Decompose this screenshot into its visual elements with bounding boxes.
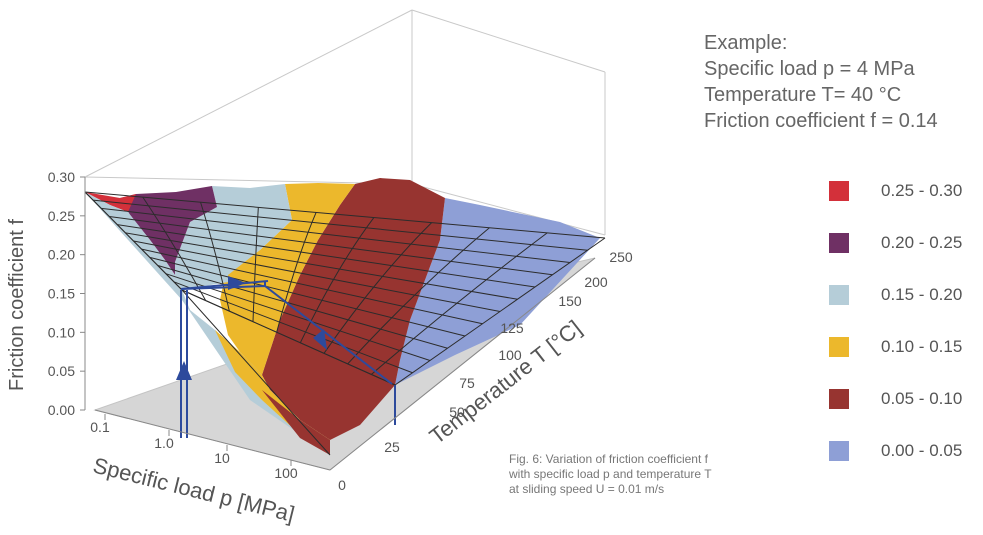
legend-label: 0.20 - 0.25 — [881, 233, 963, 252]
legend-swatch — [829, 285, 849, 305]
surface-near-outline — [181, 289, 396, 386]
example-temperature: Temperature T= 40 °C — [704, 84, 902, 106]
mesh-line — [173, 281, 413, 374]
mesh-line — [157, 265, 448, 349]
arrow-right — [228, 276, 246, 290]
mesh-line — [371, 232, 548, 375]
z-tick-label: 0.00 — [48, 402, 75, 418]
mesh-line — [133, 240, 501, 312]
y-tick-label: 50 — [449, 404, 465, 420]
mesh-line — [109, 216, 553, 276]
y-tick-label: 0 — [338, 477, 346, 493]
mesh-line — [276, 212, 317, 333]
z-axis-title: Friction coefficient f — [6, 219, 28, 391]
x-tick-label: 10 — [214, 450, 230, 466]
mesh-line — [101, 207, 571, 263]
y-tick-label: 200 — [584, 274, 608, 290]
surface-front-edge-red — [262, 390, 330, 455]
surface-band — [175, 184, 292, 290]
back-edge-top-right — [411, 183, 606, 236]
caption-line-1: Fig. 6: Variation of friction coefficien… — [509, 452, 708, 466]
arrow-up — [176, 361, 192, 380]
y-tick-label: 100 — [498, 347, 522, 363]
x-axis-title: Specific load p [MPa] — [91, 453, 298, 527]
legend-label: 0.05 - 0.10 — [881, 389, 963, 408]
example-load: Specific load p = 4 MPa — [704, 58, 915, 80]
mesh-line — [200, 202, 230, 312]
x-tick-label: 0.1 — [90, 419, 110, 435]
back-edge-top-left — [84, 176, 413, 185]
friction-surface — [85, 178, 600, 455]
mesh-line — [84, 191, 606, 239]
legend-label: 0.00 - 0.05 — [881, 441, 963, 460]
x-tick-label: 100 — [274, 465, 298, 481]
example-box: Example: Specific load p = 4 MPa Tempera… — [704, 30, 938, 134]
mesh-line — [93, 199, 588, 251]
legend-label: 0.15 - 0.20 — [881, 285, 963, 304]
mesh-line — [117, 224, 536, 288]
back-frame — [84, 9, 606, 236]
back-edge-right — [411, 9, 606, 73]
z-tick-label: 0.20 — [48, 247, 75, 263]
y-tick-label: 125 — [500, 320, 524, 336]
y-tick-label: 25 — [384, 439, 400, 455]
mesh-line — [125, 232, 518, 300]
example-friction: Friction coefficient f = 0.14 — [704, 110, 938, 132]
caption-line-3: at sliding speed U = 0.01 m/s — [509, 482, 665, 496]
surface-mesh — [84, 191, 606, 456]
z-tick-label: 0.15 — [48, 286, 75, 302]
z-tick-label: 0.10 — [48, 324, 75, 340]
legend-label: 0.10 - 0.15 — [881, 337, 963, 356]
y-tick-label: 250 — [609, 249, 633, 265]
legend-swatch — [829, 337, 849, 357]
z-tick-label: 0.30 — [48, 169, 75, 185]
arrow-down-right — [313, 329, 327, 350]
z-ticks: 0.00 0.05 0.10 0.15 0.20 0.25 0.30 — [48, 169, 85, 418]
mesh-line — [347, 227, 490, 365]
z-tick-label: 0.25 — [48, 208, 75, 224]
legend-swatch — [829, 233, 849, 253]
x-ticks: 0.1 1.0 10 100 — [90, 414, 298, 481]
legend-swatch — [829, 181, 849, 201]
legend-swatch — [829, 389, 849, 409]
path-to-corner — [180, 280, 269, 290]
legend-swatch — [829, 441, 849, 461]
example-heading: Example: — [704, 32, 788, 54]
x-tick-label: 1.0 — [154, 435, 174, 451]
mesh-line — [149, 256, 466, 337]
figure-caption: Fig. 6: Variation of friction coefficien… — [509, 452, 712, 497]
surface-band — [262, 178, 445, 440]
mesh-line — [141, 248, 483, 325]
caption-line-2: with specific load p and temperature T — [509, 467, 712, 481]
z-tick-label: 0.05 — [48, 363, 75, 379]
y-tick-label: 150 — [558, 293, 582, 309]
back-edge-left — [84, 9, 413, 178]
mesh-line — [323, 222, 433, 354]
legend-label: 0.25 - 0.30 — [881, 181, 963, 200]
surface-band — [220, 183, 355, 375]
mesh-line — [299, 217, 375, 343]
surface-band — [120, 186, 217, 275]
y-tick-label: 75 — [459, 375, 475, 391]
y-axis-line — [329, 257, 596, 471]
surface-band — [395, 198, 600, 385]
